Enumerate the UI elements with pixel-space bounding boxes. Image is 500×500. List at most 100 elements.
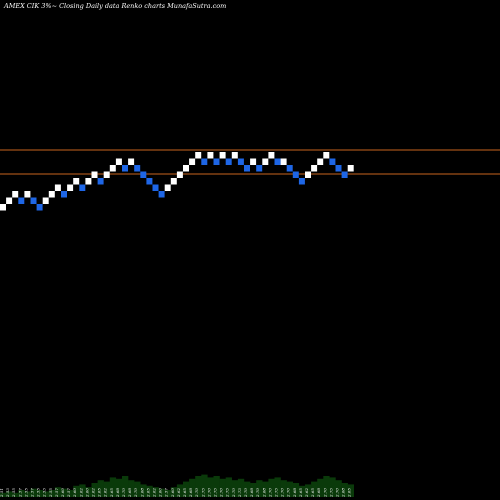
brick-price-label: 2.73 xyxy=(237,488,242,498)
brick-price-label: 2.70 xyxy=(243,488,248,498)
volume-bar xyxy=(146,485,153,497)
brick-price-label: 2.70 xyxy=(219,488,224,498)
volume-bar xyxy=(152,487,159,497)
renko-brick-up xyxy=(91,171,98,178)
renko-brick-up xyxy=(219,152,226,159)
renko-brick-up xyxy=(115,158,122,165)
renko-brick-up xyxy=(0,204,6,211)
renko-brick-up xyxy=(48,191,55,198)
renko-brick-up xyxy=(347,165,354,172)
renko-brick-down xyxy=(97,178,104,185)
renko-brick-up xyxy=(85,178,92,185)
renko-brick-up xyxy=(280,158,287,165)
renko-brick-up xyxy=(250,158,257,165)
renko-brick-up xyxy=(311,165,318,172)
brick-price-label: 2.55 xyxy=(11,488,16,498)
brick-price-label: 2.68 xyxy=(261,488,266,498)
volume-bar xyxy=(73,485,80,497)
brick-price-label: 2.57 xyxy=(17,488,22,498)
volume-bar xyxy=(30,488,37,497)
volume-bar xyxy=(195,476,202,497)
renko-brick-down xyxy=(329,158,336,165)
volume-bar xyxy=(280,480,287,497)
brick-price-label: 2.70 xyxy=(267,488,272,498)
brick-price-label: 2.68 xyxy=(139,488,144,498)
volume-bar xyxy=(170,487,178,497)
renko-brick-up xyxy=(207,152,214,159)
renko-brick-up xyxy=(6,197,13,204)
volume-bar xyxy=(97,480,104,497)
renko-brick-up xyxy=(262,158,269,165)
volume-bar xyxy=(48,490,56,497)
brick-price-label: 2.57 xyxy=(30,488,35,498)
volume-bar xyxy=(256,480,263,497)
renko-brick-down xyxy=(140,171,147,178)
renko-brick-down xyxy=(213,158,220,165)
brick-price-label: 2.51 xyxy=(0,488,4,498)
brick-price-label: 2.70 xyxy=(286,488,291,498)
renko-brick-up xyxy=(189,158,196,165)
brick-price-label: 2.70 xyxy=(206,488,211,498)
brick-price-label: 2.70 xyxy=(133,488,138,498)
volume-bar xyxy=(292,483,300,497)
brick-price-label: 2.73 xyxy=(213,488,218,498)
volume-bar xyxy=(61,488,68,497)
volume-bar xyxy=(231,480,239,497)
renko-brick-up xyxy=(67,184,74,191)
renko-brick-up xyxy=(195,152,202,159)
volume-bar xyxy=(335,480,342,497)
renko-brick-up xyxy=(42,197,49,204)
brick-price-label: 2.60 xyxy=(60,488,65,498)
renko-brick-down xyxy=(18,197,25,204)
renko-brick-down xyxy=(225,158,232,165)
volume-bar xyxy=(305,484,312,497)
renko-brick-up xyxy=(103,171,110,178)
brick-price-label: 2.65 xyxy=(347,488,352,498)
renko-brick-down xyxy=(36,204,43,211)
renko-brick-down xyxy=(335,165,342,172)
brick-labels: 2.51 2.53 2.55 2.57 2.55 2.57 2.55 2.53 2.55 2.57… xyxy=(0,488,352,498)
renko-brick-up xyxy=(231,152,238,159)
volume-bar xyxy=(91,483,98,497)
volume-bar xyxy=(286,481,293,497)
renko-brick-up xyxy=(317,158,324,165)
brick-price-label: 2.55 xyxy=(48,488,53,498)
renko-brick-up xyxy=(176,171,183,178)
horizontal-levels xyxy=(0,149,500,175)
renko-brick-down xyxy=(256,165,263,172)
volume-bar xyxy=(268,478,275,497)
brick-price-label: 2.68 xyxy=(127,488,132,498)
renko-brick-up xyxy=(183,165,189,172)
renko-brick-up xyxy=(109,165,116,172)
renko-brick-up xyxy=(164,184,171,191)
volume-bar xyxy=(237,478,245,497)
volume-bar xyxy=(140,484,147,497)
brick-price-label: 2.57 xyxy=(54,488,59,498)
volume-bar xyxy=(176,484,184,497)
volume-bars xyxy=(0,474,354,497)
brick-price-label: 2.68 xyxy=(292,488,297,498)
renko-brick-down xyxy=(122,165,128,172)
volume-bar xyxy=(103,481,110,497)
volume-bar xyxy=(6,491,13,497)
renko-brick-down xyxy=(341,171,348,178)
brick-price-label: 2.70 xyxy=(322,488,327,498)
volume-bar xyxy=(189,478,196,497)
renko-brick-down xyxy=(244,165,250,172)
volume-bar xyxy=(85,487,92,497)
renko-brick-up xyxy=(170,178,177,185)
volume-bar xyxy=(12,492,19,497)
volume-bar xyxy=(219,478,226,497)
brick-price-label: 2.62 xyxy=(78,488,83,498)
brick-price-label: 2.70 xyxy=(231,488,236,498)
brick-price-label: 2.70 xyxy=(121,488,126,498)
volume-bar xyxy=(109,477,117,497)
brick-price-label: 2.65 xyxy=(109,488,114,498)
renko-brick-down xyxy=(30,197,37,204)
renko-brick-up xyxy=(73,178,80,185)
volume-bar xyxy=(207,477,214,497)
volume-bar xyxy=(225,477,232,497)
brick-price-label: 2.65 xyxy=(145,488,150,498)
brick-price-label: 2.60 xyxy=(84,488,89,498)
